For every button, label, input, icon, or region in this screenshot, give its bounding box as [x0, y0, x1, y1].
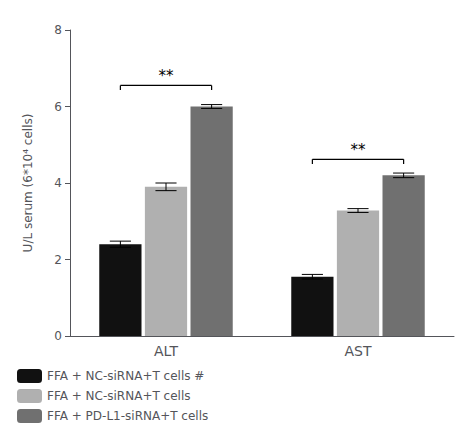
svg-text:0: 0: [54, 329, 62, 343]
svg-text:**: **: [159, 67, 175, 85]
svg-text:U/L serum (6*10⁴ cells): U/L serum (6*10⁴ cells): [21, 114, 35, 253]
svg-text:ALT: ALT: [154, 343, 178, 359]
svg-text:FFA + NC-siRNA+T cells: FFA + NC-siRNA+T cells: [47, 389, 191, 403]
svg-text:AST: AST: [344, 343, 371, 359]
svg-text:**: **: [351, 141, 367, 159]
svg-text:4: 4: [54, 176, 62, 190]
svg-text:6: 6: [54, 100, 62, 114]
svg-text:8: 8: [54, 23, 62, 37]
svg-text:2: 2: [54, 253, 62, 267]
svg-text:FFA + PD-L1-siRNA+T cells: FFA + PD-L1-siRNA+T cells: [47, 409, 208, 423]
svg-text:FFA + NC-siRNA+T cells #: FFA + NC-siRNA+T cells #: [47, 369, 204, 383]
